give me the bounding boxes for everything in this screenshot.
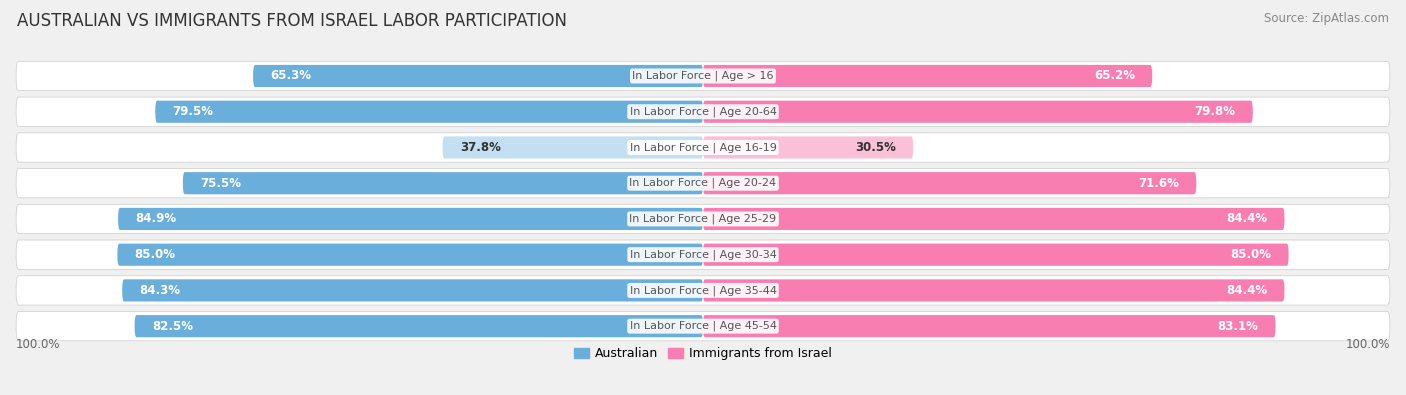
FancyBboxPatch shape xyxy=(15,133,1391,162)
FancyBboxPatch shape xyxy=(703,172,1197,194)
Text: 84.4%: 84.4% xyxy=(1226,284,1267,297)
FancyBboxPatch shape xyxy=(703,101,1253,123)
FancyBboxPatch shape xyxy=(118,208,703,230)
FancyBboxPatch shape xyxy=(135,315,703,337)
Text: 71.6%: 71.6% xyxy=(1139,177,1180,190)
Text: In Labor Force | Age > 16: In Labor Force | Age > 16 xyxy=(633,71,773,81)
Text: In Labor Force | Age 45-54: In Labor Force | Age 45-54 xyxy=(630,321,776,331)
Text: 84.4%: 84.4% xyxy=(1226,213,1267,226)
Text: Source: ZipAtlas.com: Source: ZipAtlas.com xyxy=(1264,12,1389,25)
FancyBboxPatch shape xyxy=(15,312,1391,341)
Text: 79.8%: 79.8% xyxy=(1195,105,1236,118)
Text: 84.9%: 84.9% xyxy=(135,213,176,226)
Text: 79.5%: 79.5% xyxy=(173,105,214,118)
Text: In Labor Force | Age 20-24: In Labor Force | Age 20-24 xyxy=(630,178,776,188)
FancyBboxPatch shape xyxy=(122,279,703,301)
Text: In Labor Force | Age 25-29: In Labor Force | Age 25-29 xyxy=(630,214,776,224)
FancyBboxPatch shape xyxy=(15,276,1391,305)
Text: 85.0%: 85.0% xyxy=(1230,248,1271,261)
FancyBboxPatch shape xyxy=(15,97,1391,126)
Text: 82.5%: 82.5% xyxy=(152,320,193,333)
Text: 75.5%: 75.5% xyxy=(200,177,240,190)
FancyBboxPatch shape xyxy=(703,244,1289,266)
FancyBboxPatch shape xyxy=(15,240,1391,269)
FancyBboxPatch shape xyxy=(15,204,1391,233)
Text: 85.0%: 85.0% xyxy=(135,248,176,261)
Text: 100.0%: 100.0% xyxy=(15,338,60,351)
Text: 65.3%: 65.3% xyxy=(270,70,311,83)
FancyBboxPatch shape xyxy=(443,136,703,158)
FancyBboxPatch shape xyxy=(15,61,1391,90)
FancyBboxPatch shape xyxy=(703,279,1285,301)
Text: In Labor Force | Age 30-34: In Labor Force | Age 30-34 xyxy=(630,249,776,260)
FancyBboxPatch shape xyxy=(253,65,703,87)
FancyBboxPatch shape xyxy=(118,244,703,266)
Text: 30.5%: 30.5% xyxy=(855,141,896,154)
Text: In Labor Force | Age 16-19: In Labor Force | Age 16-19 xyxy=(630,142,776,153)
Text: 83.1%: 83.1% xyxy=(1218,320,1258,333)
Text: In Labor Force | Age 20-64: In Labor Force | Age 20-64 xyxy=(630,107,776,117)
Text: 84.3%: 84.3% xyxy=(139,284,180,297)
Text: 37.8%: 37.8% xyxy=(460,141,501,154)
FancyBboxPatch shape xyxy=(155,101,703,123)
Text: In Labor Force | Age 35-44: In Labor Force | Age 35-44 xyxy=(630,285,776,296)
FancyBboxPatch shape xyxy=(183,172,703,194)
Text: 65.2%: 65.2% xyxy=(1094,70,1135,83)
Text: AUSTRALIAN VS IMMIGRANTS FROM ISRAEL LABOR PARTICIPATION: AUSTRALIAN VS IMMIGRANTS FROM ISRAEL LAB… xyxy=(17,12,567,30)
FancyBboxPatch shape xyxy=(703,315,1275,337)
FancyBboxPatch shape xyxy=(703,136,912,158)
FancyBboxPatch shape xyxy=(703,65,1152,87)
FancyBboxPatch shape xyxy=(703,208,1285,230)
FancyBboxPatch shape xyxy=(15,169,1391,198)
Text: 100.0%: 100.0% xyxy=(1346,338,1391,351)
Legend: Australian, Immigrants from Israel: Australian, Immigrants from Israel xyxy=(568,342,838,365)
